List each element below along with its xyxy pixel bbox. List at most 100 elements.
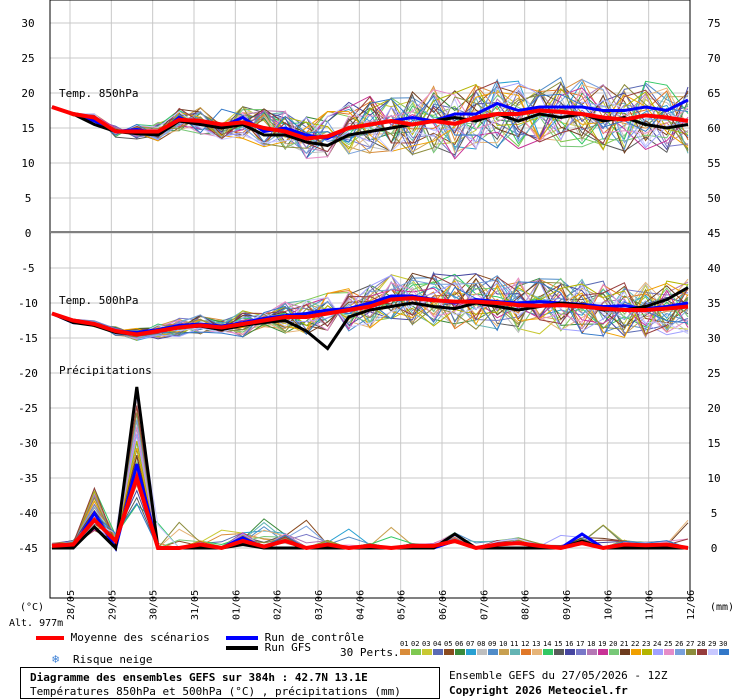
ensemble-member-line — [51, 274, 689, 337]
y-right-tick-label: 5 — [711, 507, 718, 520]
footer-copyright: Copyright 2026 Meteociel.fr — [449, 684, 628, 697]
y-left-tick-label: -20 — [18, 367, 38, 380]
footer-run: Ensemble GEFS du 27/05/2026 - 12Z — [449, 669, 668, 682]
pert-swatch — [719, 649, 729, 655]
y-left-tick-label: 20 — [21, 87, 34, 100]
pert-number: 25 — [664, 640, 672, 648]
chart-axes: 28/05 29/05 30/05 31/05 01/06 02/06 03/06 04/06… — [9, 0, 734, 655]
y-left-tick-label: -25 — [18, 402, 38, 415]
ensemble-member-line — [51, 280, 689, 338]
y-right-tick-label: 40 — [707, 262, 720, 275]
pert-number: 23 — [642, 640, 650, 648]
pert-number: 04 — [433, 640, 441, 648]
pert-swatch — [620, 649, 630, 655]
legend-mean-label: Moyenne des scénarios — [70, 631, 210, 644]
altitude-label: Alt. 977m — [9, 618, 63, 629]
legend-control: Run de contrôle — [226, 631, 364, 644]
series-line-0 — [51, 471, 689, 551]
ensemble-member-line — [51, 412, 689, 550]
ensemble-member-line — [51, 80, 689, 153]
x-tick-label: 05/06 — [397, 590, 408, 620]
y-right-tick-label: 15 — [707, 437, 720, 450]
y-right-tick-label: 45 — [707, 227, 720, 240]
x-tick-label: 09/06 — [562, 590, 573, 620]
pert-swatch — [653, 649, 663, 655]
pert-swatch — [708, 649, 718, 655]
pert-swatch — [598, 649, 608, 655]
ensemble-member-line — [51, 91, 689, 153]
y-left-tick-label: -45 — [18, 542, 38, 555]
ensemble-member-line — [51, 274, 689, 340]
pert-number: 20 — [609, 640, 617, 648]
legend-gfs-swatch — [226, 646, 258, 650]
x-tick-label: 07/06 — [479, 590, 490, 620]
pert-swatch — [521, 649, 531, 655]
ensemble-member-line — [51, 83, 689, 158]
y-right-tick-label: 35 — [707, 297, 720, 310]
y-right-tick-label: 55 — [707, 157, 720, 170]
pert-swatch — [697, 649, 707, 655]
y-left-tick-label: -40 — [18, 507, 38, 520]
y-left-tick-label: 30 — [21, 17, 34, 30]
ensemble-member-line — [51, 82, 689, 149]
pert-swatch — [466, 649, 476, 655]
pert-number: 11 — [510, 640, 518, 648]
pert-number: 14 — [543, 640, 551, 648]
x-tick-label: 06/06 — [438, 590, 449, 620]
pert-swatch — [444, 649, 454, 655]
pert-swatch — [664, 649, 674, 655]
y-left-tick-label: -10 — [18, 297, 38, 310]
pert-swatch — [455, 649, 465, 655]
pert-swatch — [587, 649, 597, 655]
pert-number: 09 — [488, 640, 496, 648]
footer-box: Diagramme des ensembles GEFS sur 384h : … — [20, 667, 440, 699]
ensemble-member-line — [51, 285, 689, 336]
footer-subtitle: Températures 850hPa et 500hPa (°C) , pré… — [30, 685, 401, 698]
y-right-tick-label: 65 — [707, 87, 720, 100]
perts-legend: 01 02 03 04 05 06 07 08 09 10 11 12 13 14 15 16 17 18 19 20… — [400, 640, 729, 655]
legend-perts-label: 30 Perts. — [340, 646, 400, 659]
pert-number: 18 — [587, 640, 595, 648]
pert-number: 08 — [477, 640, 485, 648]
legend-control-label: Run de contrôle — [264, 631, 364, 644]
y-left-tick-label: 25 — [21, 52, 34, 65]
ensemble-member-line — [51, 277, 689, 340]
y-right-tick-label: 30 — [707, 332, 720, 345]
legend-gfs-label: Run GFS — [264, 641, 311, 654]
y-left-tick-label: 15 — [21, 122, 34, 135]
pert-number: 01 — [400, 640, 408, 648]
pert-swatch — [411, 649, 421, 655]
pert-swatch — [631, 649, 641, 655]
ensemble-member-line — [51, 81, 689, 155]
ensemble-member-line — [51, 279, 689, 339]
y-left-tick-label: -5 — [21, 262, 34, 275]
x-tick-label: 02/06 — [273, 590, 284, 620]
x-tick-label: 10/06 — [603, 590, 614, 620]
pert-number: 06 — [455, 640, 463, 648]
pert-swatch — [532, 649, 542, 655]
pert-swatch — [488, 649, 498, 655]
y-right-tick-label: 50 — [707, 192, 720, 205]
pert-swatch — [477, 649, 487, 655]
x-tick-label: 28/05 — [66, 590, 77, 620]
pert-number: 19 — [598, 640, 606, 648]
pert-number: 05 — [444, 640, 452, 648]
y-right-tick-label: 10 — [707, 472, 720, 485]
pert-number: 17 — [576, 640, 584, 648]
y-left-tick-label: -15 — [18, 332, 38, 345]
pert-number: 22 — [631, 640, 639, 648]
legend-mean: Moyenne des scénarios — [36, 631, 210, 644]
left-unit-label: (°C) — [20, 602, 44, 613]
x-tick-label: 30/05 — [149, 590, 160, 620]
x-tick-label: 12/06 — [686, 590, 697, 620]
x-tick-label: 01/06 — [231, 590, 242, 620]
pert-number: 02 — [411, 640, 419, 648]
x-tick-label: 08/06 — [521, 590, 532, 620]
pert-number: 30 — [719, 640, 727, 648]
plot-frame — [49, 0, 691, 599]
ensemble-member-line — [51, 87, 689, 153]
y-right-tick-label: 75 — [707, 17, 720, 30]
ensemble-member-line — [51, 419, 689, 549]
legend-snow-label: Risque neige — [73, 653, 153, 666]
